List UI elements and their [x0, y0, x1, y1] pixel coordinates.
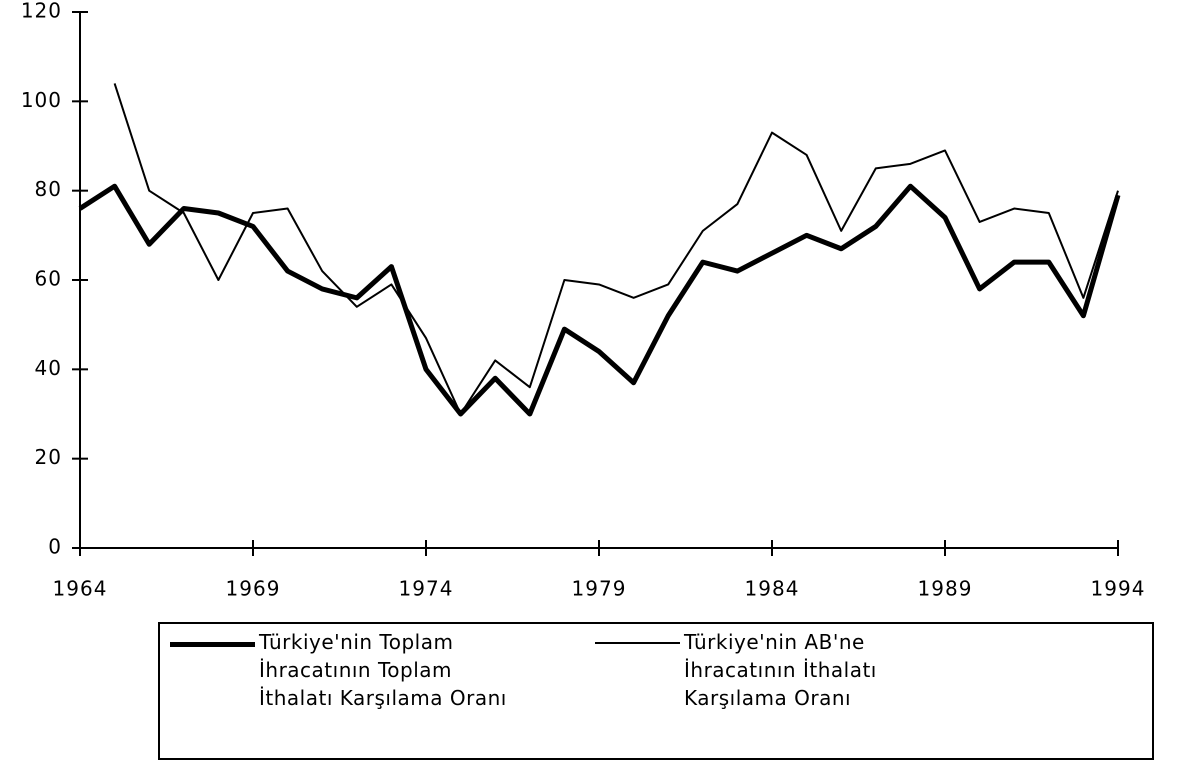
legend-label: Türkiye'nin Toplam İhracatının Toplam İt… [259, 630, 507, 710]
legend-swatch [595, 642, 680, 644]
legend-entry: Türkiye'nin AB'ne İhracatının İthalatı K… [595, 628, 934, 712]
legend: Türkiye'nin Toplam İhracatının Toplam İt… [158, 622, 1154, 760]
x-tick-label: 1994 [1091, 577, 1146, 601]
y-tick-label: 60 [35, 267, 62, 291]
x-tick-label: 1989 [918, 577, 973, 601]
y-tick-label: 100 [21, 88, 62, 112]
x-tick-label: 1979 [572, 577, 627, 601]
data-line [78, 183, 1121, 417]
data-line [113, 83, 1119, 415]
y-tick-label: 120 [21, 0, 62, 23]
y-tick-label: 80 [35, 177, 62, 201]
y-tick-label: 20 [35, 445, 62, 469]
y-tick-label: 40 [35, 356, 62, 380]
x-tick-label: 1964 [53, 577, 108, 601]
legend-entry: Türkiye'nin Toplam İhracatının Toplam İt… [170, 628, 509, 712]
legend-swatch [170, 642, 255, 647]
y-tick-label: 0 [48, 535, 62, 559]
x-tick-label: 1974 [399, 577, 454, 601]
chart: 0 20 40 60 80 100 120 1964 1969 1974 1979 1984 1989 1… [21, 0, 1146, 601]
x-tick-label: 1969 [226, 577, 281, 601]
x-tick-label: 1984 [745, 577, 800, 601]
legend-label: Türkiye'nin AB'ne İhracatının İthalatı K… [684, 630, 877, 710]
